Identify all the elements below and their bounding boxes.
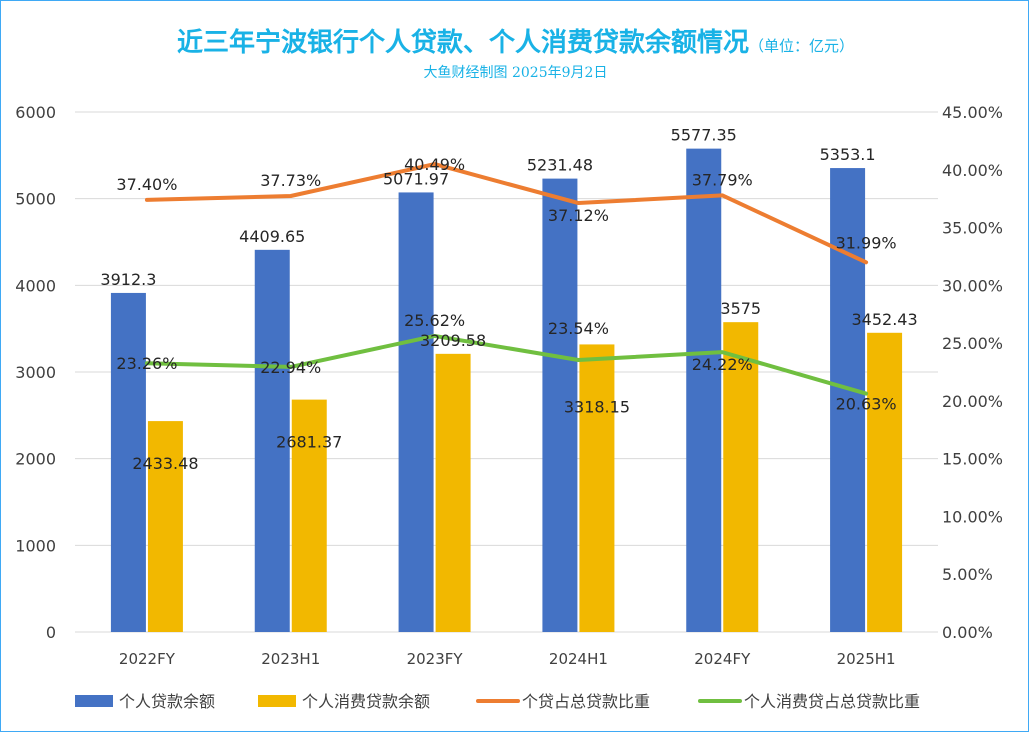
legend-consumer-ratio-label: 个人消费贷占总贷款比重 [744, 692, 920, 711]
personal-loan-value-label: 5071.97 [383, 169, 449, 188]
personal-ratio-label: 40.49% [404, 155, 465, 174]
y-left-tick-label: 3000 [15, 363, 56, 382]
legend-personal-loan-label: 个人贷款余额 [119, 692, 215, 711]
y-left-tick-label: 2000 [15, 450, 56, 469]
consumer-ratio-label: 25.62% [404, 311, 465, 330]
consumer-loan-bar [291, 399, 327, 632]
consumer-loan-value-label: 2433.48 [132, 454, 198, 473]
personal-ratio-line [144, 162, 869, 265]
x-tick-label: 2022FY [119, 650, 176, 668]
consumer-loan-bar [579, 344, 615, 632]
personal-loan-value-label: 5353.1 [820, 145, 876, 164]
y-right-tick-label: 25.00% [942, 334, 1003, 353]
legend-personal-ratio-label: 个贷占总贷款比重 [522, 692, 650, 711]
y-left-tick-label: 1000 [15, 536, 56, 555]
consumer-ratio-label: 20.63% [836, 395, 897, 414]
chart-title-text: 近三年宁波银行个人贷款、个人消费贷款余额情况 [176, 28, 749, 58]
personal-ratio-label: 37.40% [116, 175, 177, 194]
y-left-tick-label: 6000 [15, 103, 56, 122]
personal-loan-bar [542, 178, 578, 632]
x-tick-label: 2024H1 [549, 650, 608, 668]
personal-loan-value-label: 5577.35 [671, 126, 737, 145]
y-right-tick-label: 5.00% [942, 565, 993, 584]
consumer-ratio-label: 23.54% [548, 319, 609, 338]
y-right-tick-label: 35.00% [942, 219, 1003, 238]
consumer-ratio-label: 22.94% [260, 358, 321, 377]
y-left-tick-label: 0 [46, 623, 56, 642]
consumer-loan-value-label: 3209.58 [420, 331, 486, 350]
chart-subtitle: 大鱼财经制图 2025年9月2日 [423, 65, 608, 81]
chart-title-unit: （单位：亿元） [749, 37, 855, 55]
personal-loan-bar [398, 192, 434, 632]
y-right-tick-label: 20.00% [942, 392, 1003, 411]
consumer-ratio-label: 24.22% [692, 355, 753, 374]
consumer-loan-value-label: 3452.43 [851, 310, 917, 329]
y-right-tick-label: 15.00% [942, 450, 1003, 469]
x-tick-label: 2023H1 [261, 650, 320, 668]
x-tick-label: 2025H1 [837, 650, 896, 668]
x-tick-label: 2024FY [694, 650, 751, 668]
consumer-loan-value-label: 2681.37 [276, 433, 342, 452]
y-right-tick-label: 45.00% [942, 103, 1003, 122]
consumer-loan-bar [867, 332, 903, 632]
y-left-tick-label: 4000 [15, 276, 56, 295]
personal-ratio-label: 31.99% [836, 233, 897, 252]
personal-loan-value-label: 4409.65 [239, 227, 305, 246]
legend-personal-loan-swatch [75, 695, 113, 707]
consumer-loan-value-label: 3575 [720, 299, 761, 318]
consumer-loan-bar [147, 421, 183, 632]
chart-title: 近三年宁波银行个人贷款、个人消费贷款余额情况（单位：亿元） [0, 22, 1031, 59]
y-right-tick-label: 0.00% [942, 623, 993, 642]
consumer-loan-value-label: 3318.15 [564, 397, 630, 416]
personal-loan-value-label: 3912.3 [100, 270, 156, 289]
personal-ratio-label: 37.73% [260, 171, 321, 190]
consumer-loan-bar [435, 353, 471, 632]
y-right-tick-label: 30.00% [942, 276, 1003, 295]
y-right-tick-label: 40.00% [942, 161, 1003, 180]
consumer-ratio-line [144, 333, 869, 396]
personal-ratio-label: 37.12% [548, 206, 609, 225]
personal-loan-bar [110, 292, 146, 632]
y-right-tick-label: 10.00% [942, 507, 1003, 526]
consumer-ratio-label: 23.26% [116, 354, 177, 373]
personal-loan-value-label: 5231.48 [527, 156, 593, 175]
legend-consumer-loan-swatch [258, 695, 296, 707]
legend-consumer-loan-label: 个人消费贷款余额 [302, 692, 430, 711]
personal-loan-bar [830, 168, 866, 632]
personal-loan-bar [254, 249, 290, 633]
x-tick-label: 2023FY [407, 650, 464, 668]
y-left-tick-label: 5000 [15, 190, 56, 209]
consumer-loan-bar [723, 322, 759, 632]
personal-loan-bar [686, 148, 722, 632]
personal-ratio-label: 37.79% [692, 170, 753, 189]
